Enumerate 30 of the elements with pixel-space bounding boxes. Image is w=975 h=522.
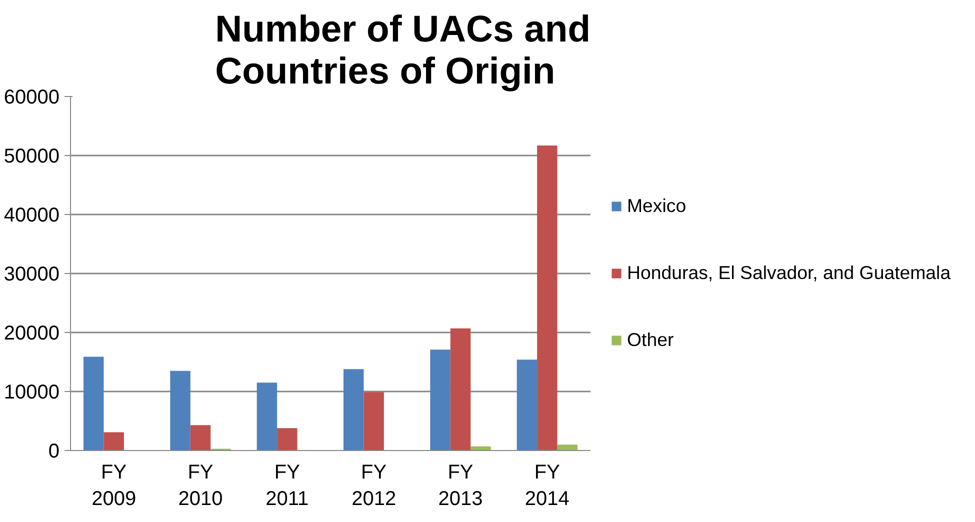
y-tick-label: 40000 <box>4 204 60 226</box>
x-tick-label: FY 2012 <box>352 462 396 510</box>
y-tick-label: 60000 <box>4 86 60 108</box>
y-tick-label: 30000 <box>4 264 60 286</box>
bar <box>364 392 384 450</box>
x-tick-label: FY 2013 <box>438 462 483 510</box>
legend-label: Other <box>627 329 674 351</box>
bar <box>450 328 471 450</box>
bar <box>277 428 298 450</box>
x-tick-label: FY 2010 <box>178 462 223 510</box>
y-tick-label: 10000 <box>4 382 60 404</box>
bar <box>516 360 538 450</box>
bar <box>104 432 124 450</box>
y-tick-label: 0 <box>48 440 60 462</box>
x-tick-label: FY 2009 <box>92 462 136 510</box>
y-tick-label: 50000 <box>4 146 60 168</box>
bar <box>430 350 450 450</box>
bar <box>557 444 578 450</box>
x-tick-label: FY 2014 <box>524 462 570 510</box>
bar <box>170 370 190 450</box>
bar <box>256 382 278 450</box>
legend-label: Mexico <box>627 195 686 217</box>
bar <box>344 369 364 450</box>
bar <box>537 145 558 450</box>
bar <box>190 425 211 450</box>
bar <box>84 356 104 450</box>
y-tick-label: 20000 <box>4 322 60 344</box>
legend-label: Honduras, El Salvador, and Guatemala <box>627 262 951 284</box>
chart-title: Number of UACs and Countries of Origin <box>215 8 591 92</box>
x-tick-label: FY 2011 <box>266 462 309 510</box>
